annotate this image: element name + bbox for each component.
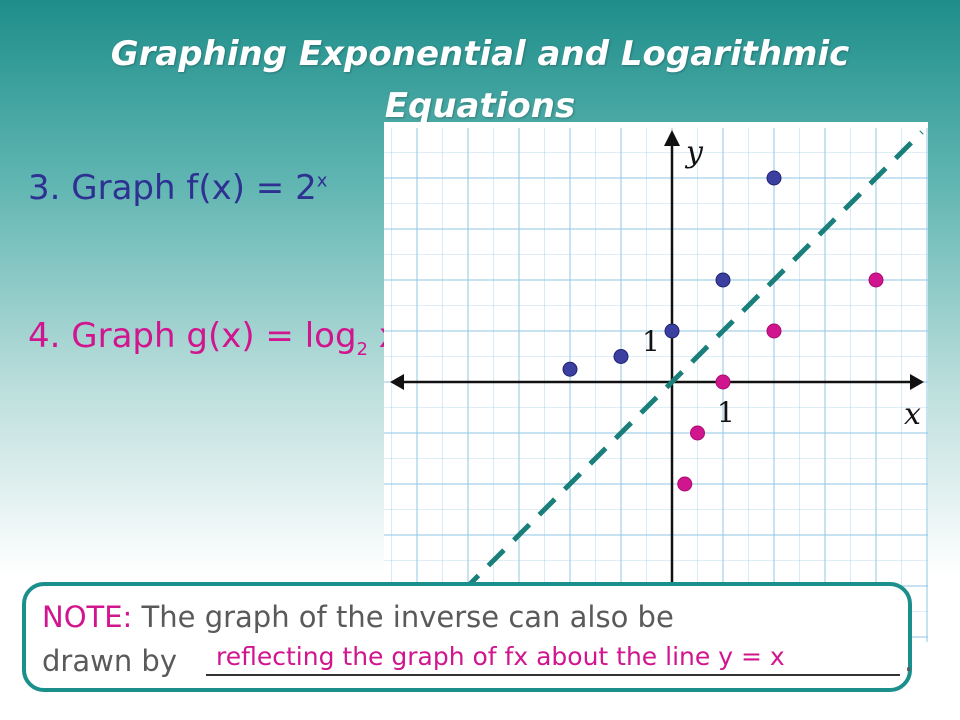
problem-4-number: 4. (28, 316, 61, 356)
exponential-point (715, 272, 731, 288)
note-period: . (904, 644, 914, 678)
x-axis-arrow-left (390, 374, 404, 390)
answer-blank-line (206, 674, 900, 676)
y-axis-label: y (684, 135, 704, 170)
exponential-point (562, 361, 578, 377)
note-answer: reflecting the graph of fx about the lin… (216, 642, 785, 671)
problem-3-text: Graph f(x) = 2 (71, 168, 317, 208)
slide-title: Graphing Exponential and Logarithmic Equ… (0, 28, 960, 132)
note-text-line1: The graph of the inverse can also be (132, 600, 674, 634)
x-axis-arrow-right (910, 374, 924, 390)
logarithmic-point (766, 323, 782, 339)
reflection-line-y-equals-x (461, 130, 924, 593)
logarithmic-point (690, 425, 705, 441)
y-axis-arrow-top (664, 130, 680, 146)
graph-svg: x y 1 1 (384, 128, 928, 642)
logarithmic-point (677, 476, 693, 492)
logarithmic-point (868, 272, 884, 288)
exponential-point (613, 349, 629, 364)
slide-title-line1: Graphing Exponential and Logarithmic (110, 34, 850, 74)
note-label: NOTE: (42, 600, 133, 634)
logarithmic-point (715, 374, 731, 390)
exponential-point (664, 323, 680, 339)
problem-3: 3. Graph f(x) = 2x (28, 168, 327, 208)
problem-4: 4. Graph g(x) = log2 x. (28, 316, 410, 360)
problem-3-number: 3. (28, 168, 61, 208)
note-line2: drawn by (42, 644, 177, 678)
x-axis-label: x (904, 397, 921, 432)
problem-4-log-base: 2 (356, 338, 368, 360)
y-tick-label: 1 (642, 325, 660, 358)
coordinate-graph: x y 1 1 (384, 122, 928, 642)
problem-3-exponent: x (316, 170, 328, 192)
exponential-point (766, 170, 782, 186)
slide-title-line2: Equations (384, 86, 576, 126)
problem-4-text: Graph g(x) = log (71, 316, 357, 356)
x-tick-label: 1 (717, 396, 735, 429)
note-box: NOTE: The graph of the inverse can also … (22, 582, 914, 692)
note-line1: NOTE: The graph of the inverse can also … (42, 600, 674, 634)
